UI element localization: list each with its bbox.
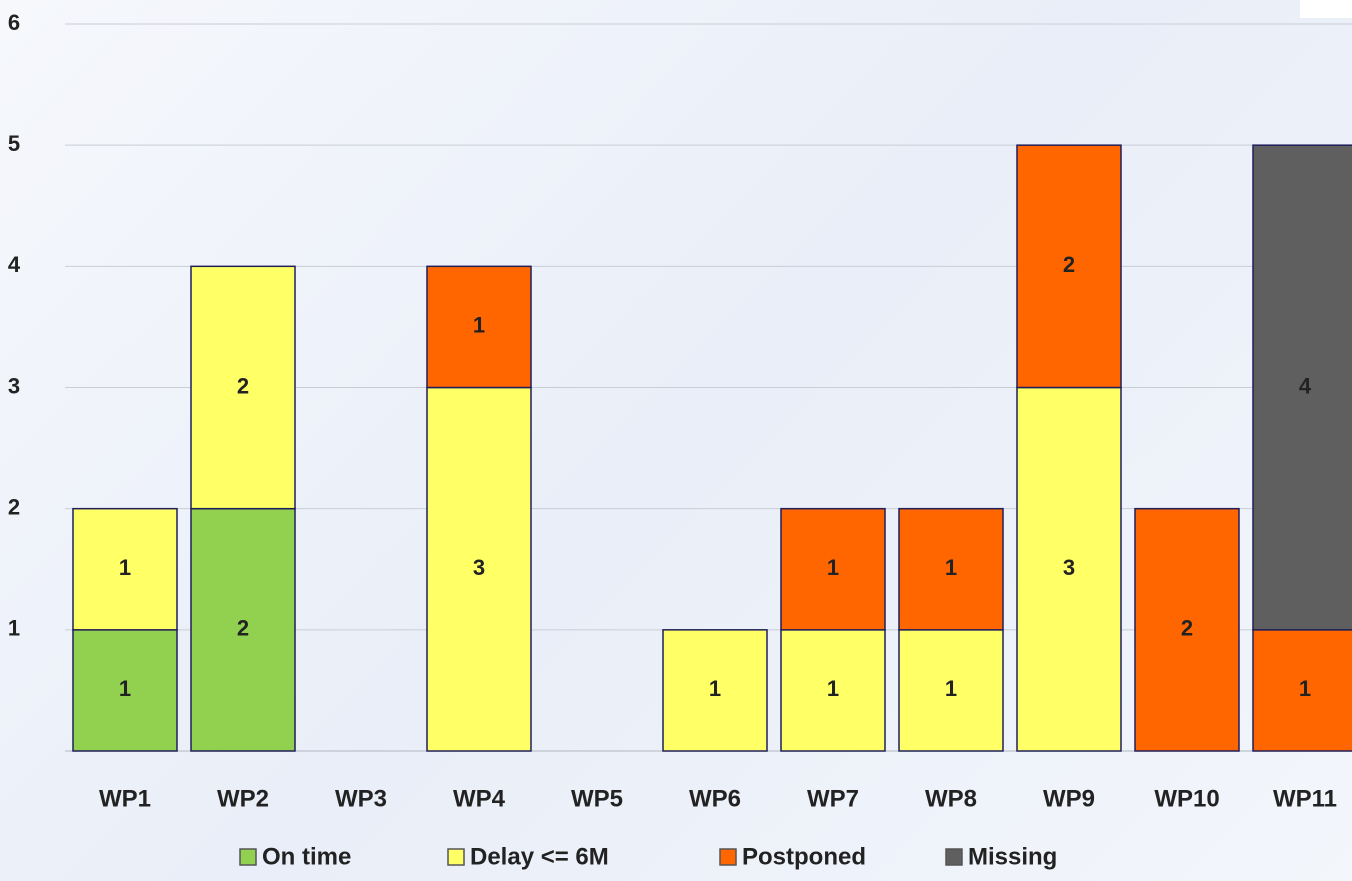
y-tick-label: 2 xyxy=(8,494,20,519)
bar-segment xyxy=(780,629,886,752)
data-label: 1 xyxy=(119,676,131,701)
data-label: 1 xyxy=(827,676,839,701)
data-label: 3 xyxy=(1063,555,1075,580)
bar-segment xyxy=(898,629,1004,752)
data-label: 2 xyxy=(1063,252,1075,277)
bar-segment xyxy=(898,507,1004,631)
bar-segment xyxy=(72,629,178,752)
data-label: 1 xyxy=(1299,676,1311,701)
legend-label: Postponed xyxy=(742,843,866,870)
x-tick-label: WP10 xyxy=(1154,785,1219,812)
x-tick-label: WP8 xyxy=(925,785,977,812)
bar-segment xyxy=(426,386,532,752)
data-label: 2 xyxy=(237,373,249,398)
bar-segment xyxy=(662,629,768,752)
data-label: 3 xyxy=(473,555,485,580)
data-label: 4 xyxy=(1299,373,1312,398)
y-tick-label: 1 xyxy=(8,616,20,641)
bar-segment xyxy=(780,507,886,631)
x-tick-label: WP4 xyxy=(453,785,506,812)
legend-swatch xyxy=(447,848,465,866)
data-label: 1 xyxy=(119,555,131,580)
legend-label: On time xyxy=(262,843,351,870)
data-label: 2 xyxy=(1181,616,1193,641)
x-tick-label: WP1 xyxy=(99,785,151,812)
bar-segment xyxy=(1016,144,1122,389)
legend-swatch xyxy=(945,848,963,866)
data-label: 1 xyxy=(945,676,957,701)
x-tick-label: WP9 xyxy=(1043,785,1095,812)
x-tick-label: WP3 xyxy=(335,785,387,812)
data-label: 1 xyxy=(709,676,721,701)
bar-segment xyxy=(190,265,296,510)
bar-segment xyxy=(1016,386,1122,752)
y-tick-label: 5 xyxy=(8,131,20,156)
corner-patch xyxy=(1300,0,1352,18)
legend-swatch xyxy=(719,848,737,866)
bar-segment xyxy=(1252,629,1352,752)
bar-segment xyxy=(1252,144,1352,631)
x-tick-label: WP11 xyxy=(1273,785,1337,812)
bar-segment xyxy=(1134,507,1240,752)
data-label: 1 xyxy=(827,555,839,580)
x-tick-label: WP5 xyxy=(571,785,623,812)
legend-swatch xyxy=(239,848,257,866)
y-tick-label: 4 xyxy=(8,252,21,277)
x-tick-label: WP2 xyxy=(217,785,269,812)
y-tick-label: 6 xyxy=(8,10,20,35)
bar-segment xyxy=(190,507,296,752)
data-label: 1 xyxy=(473,313,485,338)
data-label: 2 xyxy=(237,616,249,641)
x-tick-label: WP6 xyxy=(689,785,741,812)
legend-label: Delay <= 6M xyxy=(470,843,609,870)
bar-segment xyxy=(426,265,532,389)
x-tick-label: WP7 xyxy=(807,785,859,812)
bar-segment xyxy=(72,507,178,631)
legend-label: Missing xyxy=(968,843,1057,870)
y-tick-label: 3 xyxy=(8,373,20,398)
data-label: 1 xyxy=(945,555,957,580)
